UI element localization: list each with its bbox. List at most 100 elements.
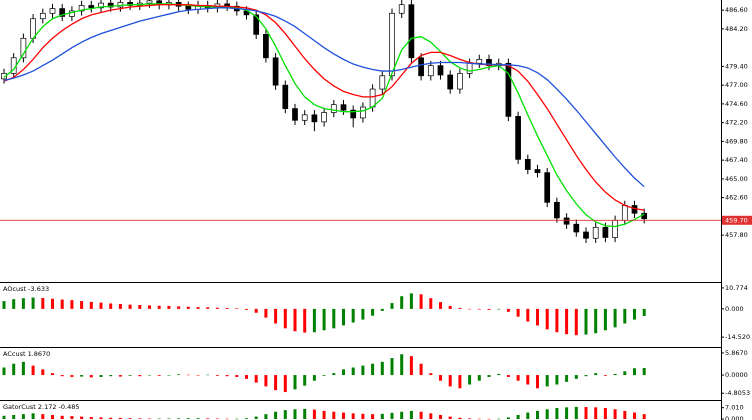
histogram-bar xyxy=(70,416,74,420)
histogram-bar xyxy=(409,293,413,309)
histogram-bar xyxy=(31,365,35,376)
histogram-bar xyxy=(99,417,103,420)
histogram-bar xyxy=(167,418,171,420)
histogram-bar xyxy=(487,418,491,420)
histogram-bar xyxy=(99,302,103,309)
candle-body xyxy=(457,73,463,90)
histogram-bar xyxy=(2,415,6,420)
y-tick-label: 10.774 xyxy=(725,284,748,292)
histogram-bar xyxy=(371,363,375,376)
panel-title: GatorCust 2.172 -0.485 xyxy=(3,403,80,411)
histogram-bar xyxy=(80,375,84,377)
histogram-bar xyxy=(526,412,530,420)
histogram-bar xyxy=(128,375,132,376)
histogram-bar xyxy=(31,297,35,309)
histogram-bar xyxy=(603,375,607,376)
histogram-bar xyxy=(138,418,142,420)
candle-body xyxy=(379,75,386,90)
histogram-bar xyxy=(303,408,307,420)
histogram-bar xyxy=(235,308,239,309)
histogram-bar xyxy=(70,375,74,377)
histogram-bar xyxy=(623,410,627,420)
histogram-bar xyxy=(642,368,646,376)
histogram-bar xyxy=(448,375,452,387)
histogram-bar xyxy=(293,375,297,390)
histogram-bar xyxy=(458,417,462,420)
histogram-bar xyxy=(361,365,365,376)
y-tick-label: 474.60 xyxy=(725,100,748,108)
histogram-bar xyxy=(429,413,433,420)
histogram-bar xyxy=(293,409,297,420)
histogram-bar xyxy=(332,308,336,329)
candle-body xyxy=(59,8,66,17)
histogram-bar xyxy=(41,414,45,420)
y-tick-label: 477.00 xyxy=(725,81,748,89)
histogram-bar xyxy=(51,414,54,420)
histogram-bar xyxy=(322,410,326,420)
histogram-bar xyxy=(157,418,161,420)
histogram-bar xyxy=(41,369,45,376)
histogram-bar xyxy=(264,414,268,420)
histogram-bar xyxy=(613,308,617,328)
histogram-bar xyxy=(526,308,530,322)
candle-body xyxy=(515,116,521,160)
histogram-bar xyxy=(70,300,74,309)
histogram-bar xyxy=(312,409,316,420)
histogram-bar xyxy=(235,375,239,377)
histogram-bar xyxy=(448,305,452,309)
histogram-bar xyxy=(594,373,598,376)
histogram-bar xyxy=(536,308,539,326)
histogram-bar xyxy=(594,407,598,420)
histogram-bar xyxy=(477,375,481,381)
histogram-bar xyxy=(409,410,413,420)
histogram-bar xyxy=(186,306,190,309)
y-tick-label: -4.8053 xyxy=(725,389,750,397)
histogram-bar xyxy=(274,411,278,420)
y-tick-label: 5.8670 xyxy=(725,349,748,357)
histogram-bar xyxy=(196,307,200,309)
histogram-bar xyxy=(254,308,258,313)
histogram-bar xyxy=(177,374,181,376)
y-tick-label: -14.520 xyxy=(725,333,750,341)
histogram-bar xyxy=(303,375,307,386)
histogram-bar xyxy=(283,375,287,393)
histogram-bar xyxy=(439,375,442,381)
moving-average xyxy=(3,4,645,211)
candle-body xyxy=(427,65,434,77)
candle-body xyxy=(243,10,250,16)
histogram-bar xyxy=(574,406,578,420)
candle-body xyxy=(78,5,85,12)
histogram-bar xyxy=(225,307,229,309)
histogram-bar xyxy=(322,375,326,376)
histogram-bar xyxy=(322,308,326,331)
histogram-bar xyxy=(633,412,636,420)
histogram-bar xyxy=(400,411,404,420)
histogram-bar xyxy=(245,375,248,379)
histogram-bar xyxy=(380,413,384,420)
candle-body xyxy=(311,114,318,123)
y-tick-label: 457.80 xyxy=(725,231,748,239)
candle-body xyxy=(544,172,551,203)
y-tick-label: 479.40 xyxy=(725,62,748,70)
histogram-bar xyxy=(361,308,365,320)
histogram-bar xyxy=(497,418,501,420)
histogram-bar xyxy=(118,375,122,377)
histogram-bar xyxy=(109,375,113,377)
histogram-bar xyxy=(487,308,491,310)
histogram-bar xyxy=(400,354,404,376)
histogram-bar xyxy=(31,413,35,420)
candle-body xyxy=(563,217,570,225)
histogram-bar xyxy=(60,375,64,377)
candle-body xyxy=(418,57,424,77)
histogram-bar xyxy=(148,375,151,376)
histogram-bar xyxy=(584,375,588,377)
histogram-bar xyxy=(99,375,103,377)
y-tick-label: 467.40 xyxy=(725,156,748,164)
histogram-bar xyxy=(225,375,229,377)
histogram-bar xyxy=(245,308,248,310)
moving-average xyxy=(3,7,645,188)
histogram-bar xyxy=(545,409,549,420)
histogram-bar xyxy=(574,375,578,379)
candle-body xyxy=(107,2,114,8)
